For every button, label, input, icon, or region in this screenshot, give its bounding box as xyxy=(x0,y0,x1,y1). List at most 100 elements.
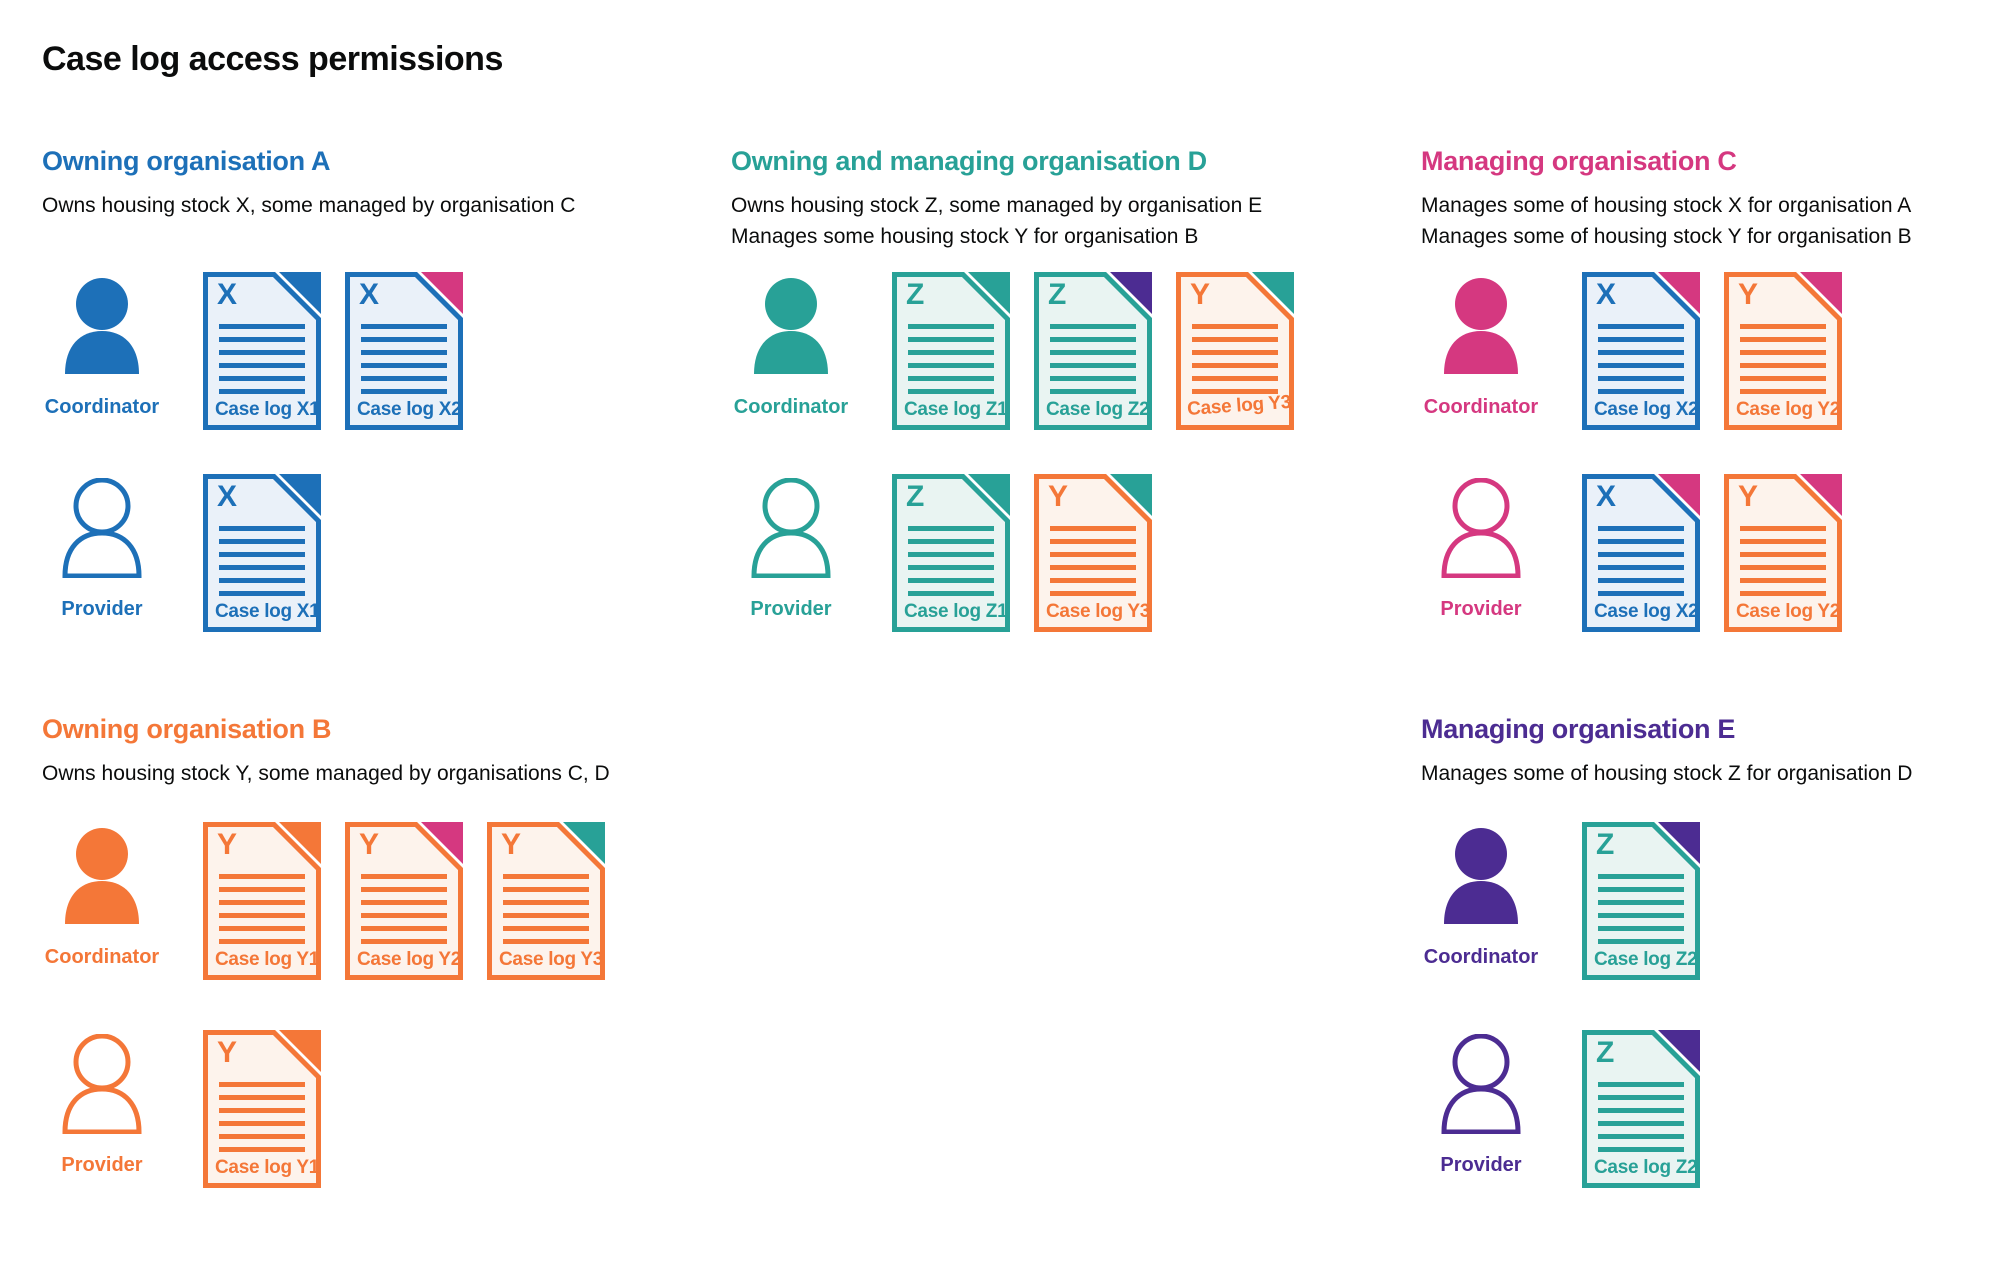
stock-letter: Y xyxy=(1738,278,1759,311)
section-owning-organisation-b: Owning organisation B Owns housing stock… xyxy=(42,714,702,1188)
case-log-doc: Y Case log Y2 xyxy=(1724,272,1842,430)
role-label: Provider xyxy=(61,1154,143,1176)
doc-group: X Case log X1 xyxy=(203,474,321,632)
doc-lines xyxy=(1598,324,1684,394)
doc-group: Y Case log Y1 xyxy=(203,1030,321,1188)
description-line: Manages some housing stock Y for organis… xyxy=(731,225,1199,248)
doc-group: Y Case log Y1 Y Case log Y2 Y Case log Y… xyxy=(203,822,605,980)
doc-label: Case log X1 xyxy=(215,601,320,622)
doc-label: Case log Y2 xyxy=(1736,601,1841,622)
doc-label: Case log Z1 xyxy=(904,399,1008,420)
section-owning-organisation-a: Owning organisation A Owns housing stock… xyxy=(42,146,702,632)
provider-figure: Provider xyxy=(731,474,851,621)
description-line: Manages some of housing stock X for orga… xyxy=(1421,194,1912,217)
doc-lines xyxy=(361,874,447,944)
person-icon xyxy=(1441,1034,1521,1134)
description-line: Manages some of housing stock Y for orga… xyxy=(1421,225,1912,248)
case-log-doc: Y Case log Y3 xyxy=(1176,272,1294,430)
doc-lines xyxy=(503,874,589,944)
stock-letter: X xyxy=(359,278,380,311)
section-managing-organisation-e: Managing organisation E Manages some of … xyxy=(1421,714,2000,1188)
case-log-doc: Y Case log Y1 xyxy=(203,1030,321,1188)
case-log-doc: Y Case log Y1 xyxy=(203,822,321,980)
person-icon xyxy=(751,478,831,578)
doc-lines xyxy=(1740,324,1826,394)
coordinator-figure: Coordinator xyxy=(42,272,162,419)
case-log-doc: Y Case log Y2 xyxy=(345,822,463,980)
section-description: Manages some of housing stock Z for orga… xyxy=(1421,758,1912,789)
doc-label: Case log Y3 xyxy=(1046,601,1151,622)
case-log-doc: X Case log X2 xyxy=(1582,474,1700,632)
stock-letter: Y xyxy=(1738,480,1759,513)
description-line: Owns housing stock X, some managed by or… xyxy=(42,194,576,217)
role-label: Provider xyxy=(1440,1154,1522,1176)
person-icon xyxy=(1441,478,1521,578)
section-description: Owns housing stock X, some managed by or… xyxy=(42,190,575,221)
case-log-doc: Z Case log Z1 xyxy=(892,272,1010,430)
description-line: Owns housing stock Z, some managed by or… xyxy=(731,194,1263,217)
coordinator-figure: Coordinator xyxy=(731,272,851,419)
provider-figure: Provider xyxy=(42,1030,162,1177)
doc-lines xyxy=(1050,526,1136,596)
doc-lines xyxy=(1192,324,1278,394)
section-title: Managing organisation C xyxy=(1421,146,1737,176)
provider-figure: Provider xyxy=(1421,1030,1541,1177)
doc-group: Z Case log Z2 xyxy=(1582,822,1700,980)
doc-label: Case log X1 xyxy=(215,399,320,420)
doc-lines xyxy=(219,874,305,944)
role-label: Provider xyxy=(1440,598,1522,620)
stock-letter: X xyxy=(217,480,238,513)
doc-group: X Case log X1 X Case log X2 xyxy=(203,272,463,430)
case-log-doc: Y Case log Y2 xyxy=(1724,474,1842,632)
case-log-doc: X Case log X2 xyxy=(345,272,463,430)
description-line: Owns housing stock Y, some managed by or… xyxy=(42,762,610,785)
stock-letter: X xyxy=(217,278,238,311)
case-log-doc: X Case log X2 xyxy=(1582,272,1700,430)
role-label: Coordinator xyxy=(44,946,160,968)
doc-label: Case log Y2 xyxy=(1736,399,1841,420)
person-icon xyxy=(62,478,142,578)
doc-label: Case log Z2 xyxy=(1594,949,1698,970)
stock-letter: Y xyxy=(359,828,380,861)
case-log-doc: X Case log X1 xyxy=(203,474,321,632)
section-title: Managing organisation E xyxy=(1421,714,1736,744)
description-line: Manages some of housing stock Z for orga… xyxy=(1421,762,1913,785)
doc-lines xyxy=(1050,324,1136,394)
stock-letter: Z xyxy=(906,480,925,513)
doc-lines xyxy=(1598,1082,1684,1152)
stock-letter: Y xyxy=(1048,480,1069,513)
stock-letter: Z xyxy=(1048,278,1067,311)
person-icon xyxy=(754,278,828,374)
doc-label: Case log Z2 xyxy=(1046,399,1150,420)
doc-group: Z Case log Z1 Z Case log Z2 Y Case log Y… xyxy=(892,272,1294,430)
role-label: Coordinator xyxy=(44,396,160,418)
coordinator-figure: Coordinator xyxy=(1421,272,1541,419)
coordinator-figure: Coordinator xyxy=(42,822,162,969)
doc-lines xyxy=(361,324,447,394)
stock-letter: Y xyxy=(501,828,522,861)
doc-group: X Case log X2 Y Case log Y2 xyxy=(1582,272,1842,430)
section-description: Owns housing stock Y, some managed by or… xyxy=(42,758,610,789)
doc-label: Case log Z1 xyxy=(904,601,1008,622)
person-icon xyxy=(62,1034,142,1134)
stock-letter: Z xyxy=(1596,1036,1615,1069)
doc-label: Case log X2 xyxy=(1594,601,1699,622)
section-owning-managing-organisation-d: Owning and managing organisation D Owns … xyxy=(731,146,1391,632)
person-icon xyxy=(1444,278,1518,374)
doc-lines xyxy=(1598,874,1684,944)
person-icon xyxy=(65,828,139,924)
case-log-doc: Z Case log Z1 xyxy=(892,474,1010,632)
section-title: Owning and managing organisation D xyxy=(731,146,1207,176)
provider-figure: Provider xyxy=(1421,474,1541,621)
role-label: Provider xyxy=(750,598,832,620)
doc-lines xyxy=(1740,526,1826,596)
person-icon xyxy=(1444,828,1518,924)
doc-label: Case log X2 xyxy=(1594,399,1699,420)
doc-lines xyxy=(219,526,305,596)
stock-letter: X xyxy=(1596,480,1617,513)
stock-letter: Y xyxy=(217,828,238,861)
case-log-doc: Z Case log Z2 xyxy=(1034,272,1152,430)
person-icon xyxy=(65,278,139,374)
section-title: Owning organisation A xyxy=(42,146,331,176)
